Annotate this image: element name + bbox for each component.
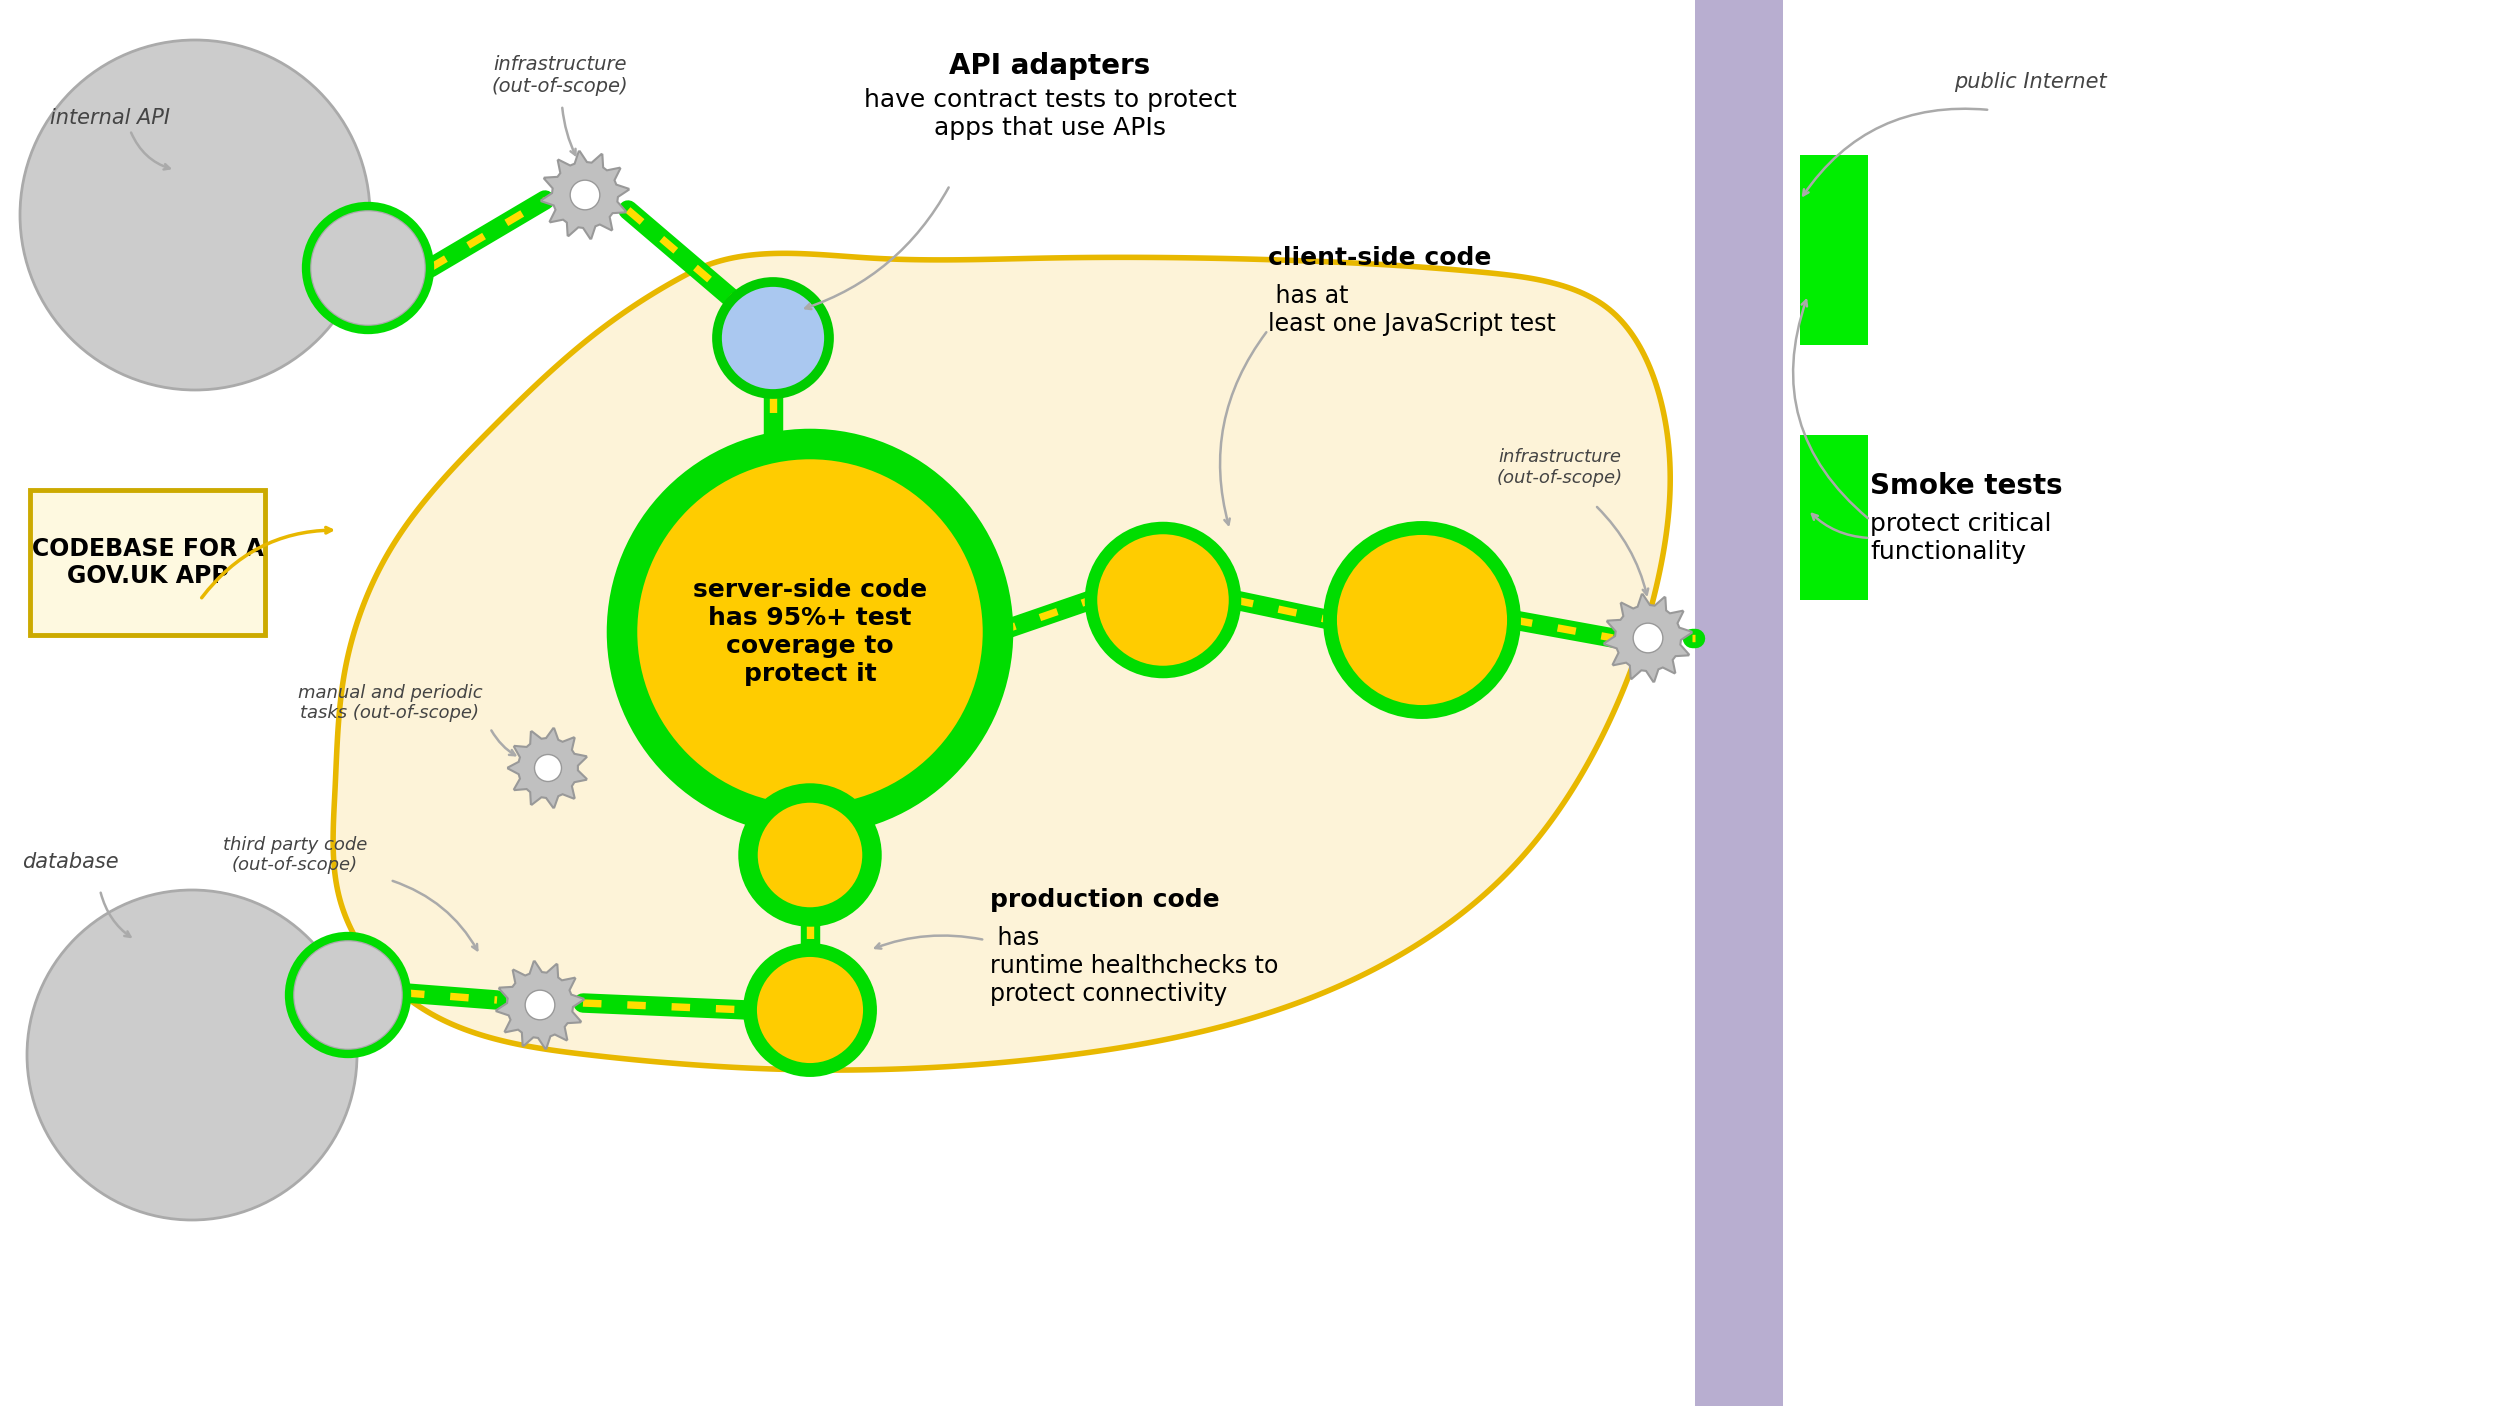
Text: Smoke tests: Smoke tests — [1870, 472, 2062, 501]
Text: infrastructure
(out-of-scope): infrastructure (out-of-scope) — [492, 55, 628, 96]
Circle shape — [1632, 623, 1662, 652]
FancyBboxPatch shape — [30, 491, 265, 636]
Circle shape — [1090, 529, 1235, 672]
Circle shape — [535, 755, 562, 782]
Text: has
runtime healthchecks to
protect connectivity: has runtime healthchecks to protect conn… — [990, 927, 1278, 1005]
Circle shape — [748, 793, 872, 917]
Text: CODEBASE FOR A
GOV.UK APP: CODEBASE FOR A GOV.UK APP — [32, 537, 262, 588]
Polygon shape — [508, 728, 588, 807]
Circle shape — [1330, 529, 1515, 711]
Polygon shape — [542, 152, 628, 239]
Text: third party code
(out-of-scope): third party code (out-of-scope) — [222, 835, 368, 875]
Text: API adapters: API adapters — [950, 52, 1150, 80]
Circle shape — [292, 941, 402, 1050]
Bar — [1800, 155, 1868, 344]
Text: internal API: internal API — [50, 108, 170, 128]
Text: has at
least one JavaScript test: has at least one JavaScript test — [1268, 284, 1555, 336]
Circle shape — [20, 39, 370, 389]
Circle shape — [310, 209, 425, 326]
Text: manual and periodic
tasks (out-of-scope): manual and periodic tasks (out-of-scope) — [298, 683, 482, 723]
Circle shape — [525, 990, 555, 1019]
Text: protect critical
functionality: protect critical functionality — [1870, 512, 2052, 564]
Circle shape — [750, 950, 870, 1070]
Circle shape — [622, 444, 998, 820]
Text: have contract tests to protect
apps that use APIs: have contract tests to protect apps that… — [862, 89, 1238, 139]
Circle shape — [570, 180, 600, 209]
Circle shape — [718, 283, 830, 394]
Text: production code: production code — [990, 889, 1220, 912]
Polygon shape — [498, 962, 582, 1049]
Polygon shape — [332, 253, 1670, 1070]
Text: database: database — [22, 852, 118, 872]
Polygon shape — [1605, 595, 1692, 682]
Text: server-side code
has 95%+ test
coverage to
protect it: server-side code has 95%+ test coverage … — [693, 578, 928, 686]
Bar — [1695, 0, 1782, 1406]
Circle shape — [28, 890, 357, 1220]
Text: client-side code: client-side code — [1268, 246, 1492, 270]
Bar — [1800, 434, 1868, 600]
Text: infrastructure
(out-of-scope): infrastructure (out-of-scope) — [1498, 449, 1622, 486]
Text: public Internet: public Internet — [1952, 72, 2108, 91]
